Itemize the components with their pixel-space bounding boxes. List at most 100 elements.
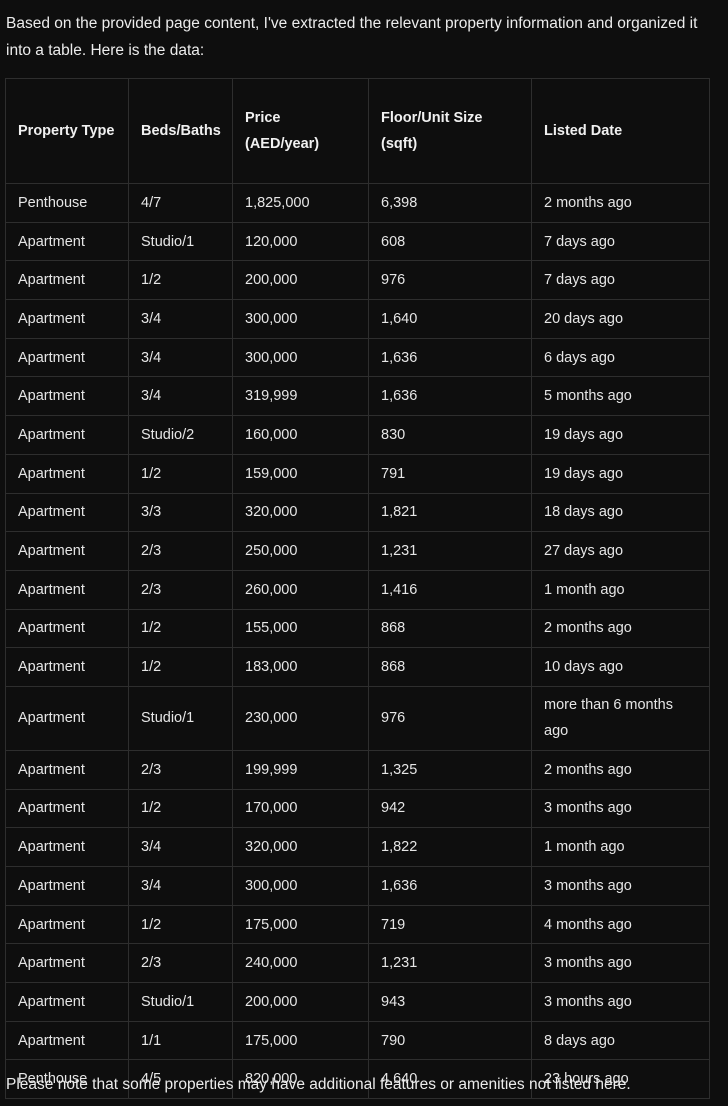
table-row: Penthouse 4/5 820,000 4,640 23 hours ago	[5, 1059, 710, 1100]
cell-listed-date: 18 days ago	[531, 492, 710, 533]
table-row: Apartment 1/2 155,000 868 2 months ago	[5, 608, 710, 649]
cell-price: 320,000	[232, 827, 369, 867]
cell-listed-date: 4 months ago	[531, 904, 710, 945]
cell-listed-date: 3 months ago	[531, 982, 710, 1022]
cell-price: 183,000	[232, 647, 369, 687]
cell-listed-date: 5 months ago	[531, 376, 710, 417]
cell-price: 240,000	[232, 943, 369, 984]
table-row: Apartment 2/3 260,000 1,416 1 month ago	[5, 569, 710, 610]
cell-floor-size: 1,636	[368, 376, 532, 417]
table-header-row: Property Type Beds/Baths Price (AED/year…	[5, 78, 710, 184]
cell-floor-size: 1,636	[368, 866, 532, 906]
cell-beds-baths: 2/3	[128, 531, 233, 571]
property-table: Property Type Beds/Baths Price (AED/year…	[5, 78, 710, 1100]
cell-beds-baths: 3/4	[128, 866, 233, 906]
cell-beds-baths: 2/3	[128, 943, 233, 984]
cell-price: 230,000	[232, 685, 369, 751]
cell-property-type: Apartment	[5, 531, 129, 571]
cell-floor-size: 1,822	[368, 827, 532, 867]
cell-price: 120,000	[232, 221, 369, 262]
cell-floor-size: 868	[368, 647, 532, 687]
cell-floor-size: 976	[368, 685, 532, 751]
cell-property-type: Apartment	[5, 569, 129, 610]
cell-listed-date: 3 months ago	[531, 788, 710, 829]
cell-price: 300,000	[232, 299, 369, 339]
table-row: Apartment Studio/2 160,000 830 19 days ago	[5, 415, 710, 455]
table-body: Penthouse 4/7 1,825,000 6,398 2 months ago Ap…	[5, 183, 710, 1100]
table-row: Apartment 1/2 200,000 976 7 days ago	[5, 260, 710, 301]
cell-beds-baths: 2/3	[128, 749, 233, 790]
cell-listed-date: 8 days ago	[531, 1020, 710, 1061]
cell-property-type: Apartment	[5, 788, 129, 829]
cell-property-type: Apartment	[5, 453, 129, 494]
cell-property-type: Apartment	[5, 415, 129, 455]
cell-price: 175,000	[232, 904, 369, 945]
table-row: Apartment 1/2 175,000 719 4 months ago	[5, 904, 710, 945]
cell-listed-date: 19 days ago	[531, 415, 710, 455]
header-listed-date: Listed Date	[531, 78, 710, 184]
cell-floor-size: 868	[368, 608, 532, 649]
cell-property-type: Apartment	[5, 982, 129, 1022]
cell-beds-baths: 2/3	[128, 569, 233, 610]
cell-beds-baths: 4/5	[128, 1059, 233, 1100]
table-row: Apartment 3/4 319,999 1,636 5 months ago	[5, 376, 710, 417]
table-row: Apartment 3/4 300,000 1,636 3 months ago	[5, 866, 710, 906]
cell-property-type: Apartment	[5, 685, 129, 751]
cell-listed-date: 2 months ago	[531, 749, 710, 790]
cell-property-type: Apartment	[5, 943, 129, 984]
cell-floor-size: 719	[368, 904, 532, 945]
cell-property-type: Apartment	[5, 299, 129, 339]
cell-listed-date: more than 6 months ago	[531, 685, 710, 751]
table-row: Apartment 3/4 300,000 1,636 6 days ago	[5, 337, 710, 378]
cell-property-type: Apartment	[5, 827, 129, 867]
cell-beds-baths: 3/3	[128, 492, 233, 533]
cell-price: 200,000	[232, 982, 369, 1022]
cell-floor-size: 4,640	[368, 1059, 532, 1100]
cell-beds-baths: Studio/1	[128, 685, 233, 751]
cell-property-type: Apartment	[5, 492, 129, 533]
cell-property-type: Apartment	[5, 866, 129, 906]
cell-price: 250,000	[232, 531, 369, 571]
cell-price: 260,000	[232, 569, 369, 610]
cell-listed-date: 19 days ago	[531, 453, 710, 494]
cell-beds-baths: 3/4	[128, 299, 233, 339]
header-price: Price (AED/year)	[232, 78, 369, 184]
cell-beds-baths: 3/4	[128, 827, 233, 867]
cell-listed-date: 6 days ago	[531, 337, 710, 378]
table-row: Apartment 2/3 250,000 1,231 27 days ago	[5, 531, 710, 571]
header-floor-size: Floor/Unit Size (sqft)	[368, 78, 532, 184]
cell-beds-baths: 1/2	[128, 788, 233, 829]
cell-floor-size: 791	[368, 453, 532, 494]
cell-beds-baths: 1/2	[128, 647, 233, 687]
cell-property-type: Penthouse	[5, 183, 129, 223]
table-row: Penthouse 4/7 1,825,000 6,398 2 months ago	[5, 183, 710, 223]
header-beds-baths: Beds/Baths	[128, 78, 233, 184]
cell-beds-baths: 1/2	[128, 904, 233, 945]
table-row: Apartment 3/4 300,000 1,640 20 days ago	[5, 299, 710, 339]
cell-floor-size: 1,231	[368, 943, 532, 984]
cell-property-type: Apartment	[5, 1020, 129, 1061]
cell-listed-date: 20 days ago	[531, 299, 710, 339]
cell-listed-date: 3 months ago	[531, 943, 710, 984]
cell-listed-date: 7 days ago	[531, 221, 710, 262]
cell-price: 159,000	[232, 453, 369, 494]
cell-price: 1,825,000	[232, 183, 369, 223]
cell-property-type: Apartment	[5, 749, 129, 790]
table-row: Apartment 3/3 320,000 1,821 18 days ago	[5, 492, 710, 533]
cell-beds-baths: Studio/1	[128, 982, 233, 1022]
cell-floor-size: 830	[368, 415, 532, 455]
cell-floor-size: 1,821	[368, 492, 532, 533]
cell-floor-size: 6,398	[368, 183, 532, 223]
cell-price: 155,000	[232, 608, 369, 649]
cell-beds-baths: 4/7	[128, 183, 233, 223]
cell-price: 200,000	[232, 260, 369, 301]
cell-property-type: Apartment	[5, 337, 129, 378]
cell-beds-baths: 3/4	[128, 337, 233, 378]
cell-listed-date: 2 months ago	[531, 183, 710, 223]
cell-listed-date: 1 month ago	[531, 569, 710, 610]
table-row: Apartment 3/4 320,000 1,822 1 month ago	[5, 827, 710, 867]
cell-beds-baths: 3/4	[128, 376, 233, 417]
table-row: Apartment Studio/1 200,000 943 3 months ago	[5, 982, 710, 1022]
cell-price: 319,999	[232, 376, 369, 417]
cell-listed-date: 7 days ago	[531, 260, 710, 301]
